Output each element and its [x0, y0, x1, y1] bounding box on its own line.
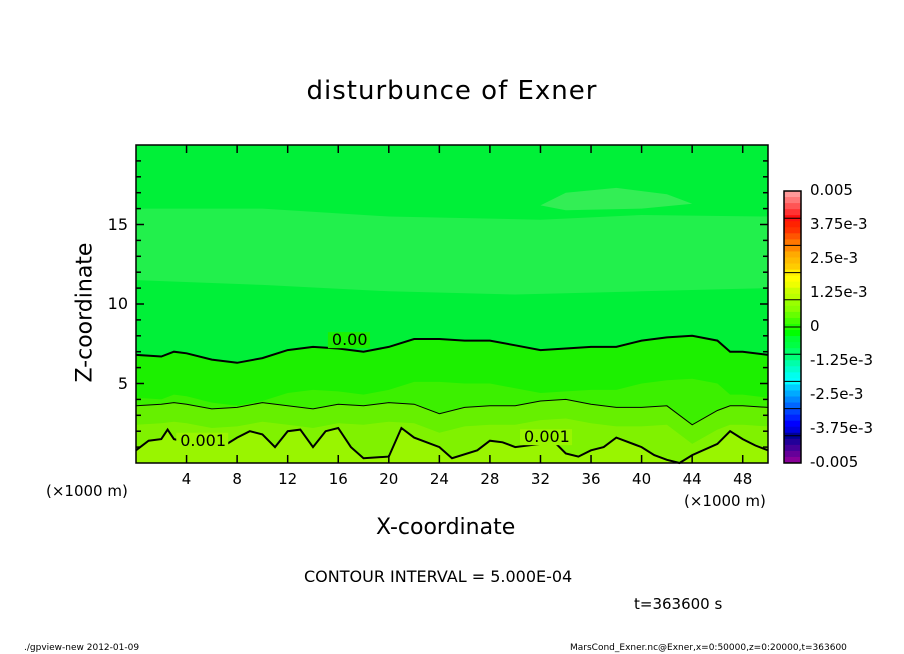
colorbar-swatch: [784, 233, 801, 240]
colorbar-swatch: [784, 197, 801, 204]
chart-title: disturbunce of Exner: [306, 76, 598, 106]
colorbar-swatch: [784, 275, 801, 283]
field-region-weaker: [136, 208, 768, 295]
colorbar-swatch: [784, 251, 801, 258]
colorbar-label: 0.005: [810, 181, 853, 199]
y-unit-label: (×1000 m): [46, 482, 128, 500]
colorbar-swatch: [784, 348, 801, 355]
colorbar-swatch: [784, 450, 801, 458]
contour-label-bg: [176, 432, 229, 449]
colorbar-swatch: [784, 384, 801, 391]
colorbar-swatch: [784, 372, 801, 379]
x-tick-label: 12: [278, 470, 298, 488]
colorbar-swatch: [784, 414, 801, 422]
colorbar-swatch: [784, 408, 801, 416]
colorbar-swatch: [784, 390, 801, 398]
colorbar-frame: [783, 190, 802, 464]
colorbar-swatch: [784, 336, 801, 343]
x-tick-label: 4: [181, 470, 192, 488]
colorbar-swatch: [784, 221, 801, 228]
colorbar-swatch: [784, 287, 801, 295]
contour-label-bg: [327, 332, 370, 349]
colorbar-swatch: [784, 257, 801, 265]
colorbar-label: -3.75e-3: [810, 419, 873, 437]
colorbar-label: -0.005: [810, 453, 859, 471]
contour-label-bg: [520, 429, 573, 446]
colorbar-swatch: [784, 191, 801, 198]
footer-right: MarsCond_Exner.nc@Exner,x=0:50000,z=0:20…: [570, 643, 847, 653]
contour-label: 0.001: [180, 430, 227, 450]
colorbar-swatch: [784, 281, 801, 289]
colorbar-swatch: [784, 438, 801, 446]
contour-label: 0.00: [331, 330, 368, 350]
colorbar-swatch: [784, 330, 801, 337]
contour-label: 0.001: [524, 427, 570, 447]
colorbar-swatch: [784, 209, 801, 216]
colorbar-swatch: [784, 402, 801, 410]
x-tick-label: 36: [581, 470, 601, 488]
contour-line-0: [135, 334, 769, 364]
x-tick-label: 32: [530, 470, 551, 488]
colorbar-swatch: [784, 456, 801, 464]
colorbar-swatch: [784, 354, 801, 361]
x-tick-label: 16: [328, 470, 348, 488]
colorbar-swatch: [784, 317, 801, 325]
colorbar-swatch: [784, 227, 801, 234]
y-tick-label: 15: [107, 214, 128, 234]
footer-left: ./gpview-new 2012-01-09: [24, 643, 140, 653]
colorbar-swatch: [784, 366, 801, 373]
field-region-weakest: [540, 187, 693, 211]
colorbar-swatch: [784, 444, 801, 452]
colorbar-swatch: [784, 245, 801, 252]
x-tick-label: 44: [682, 470, 702, 488]
colorbar-swatch: [784, 360, 801, 367]
x-tick-label: 24: [429, 470, 449, 488]
y-tick-label: 10: [107, 294, 128, 313]
y-axis-label: Z-coordinate: [72, 242, 98, 383]
colorbar-swatch: [784, 342, 801, 349]
x-unit-label: (×1000 m): [684, 492, 766, 510]
colorbar-swatch: [784, 311, 801, 319]
colorbar-swatch: [784, 396, 801, 404]
x-axis-label: X-coordinate: [376, 515, 516, 540]
colorbar-swatch: [784, 426, 801, 434]
time-label: t=363600 s: [634, 595, 723, 613]
x-tick-label: 48: [733, 470, 753, 488]
colorbar-swatch: [784, 305, 801, 313]
colorbar-label: 2.5e-3: [810, 249, 859, 267]
colorbar-swatch: [784, 203, 801, 210]
x-tick-label: 28: [480, 470, 500, 488]
x-tick-label: 20: [379, 470, 399, 488]
colorbar-swatch: [784, 263, 801, 271]
colorbar-swatch: [784, 293, 801, 301]
contour-interval: CONTOUR INTERVAL = 5.000E-04: [304, 567, 573, 586]
contour-line-1e-3: [135, 426, 769, 465]
field-band-above-1e-3: [136, 428, 768, 463]
x-tick-label: 8: [232, 470, 242, 488]
colorbar-label: 0: [810, 317, 820, 335]
colorbar-label: -2.5e-3: [810, 385, 864, 403]
colorbar-swatch: [784, 239, 801, 246]
x-tick-label: 40: [632, 470, 652, 488]
colorbar-swatch: [784, 420, 801, 428]
contour-line-5e-4: [135, 398, 769, 426]
colorbar-swatch: [784, 299, 801, 307]
colorbar-label: 3.75e-3: [810, 215, 868, 233]
colorbar-label: -1.25e-3: [810, 351, 873, 369]
colorbar-label: 1.25e-3: [810, 283, 868, 301]
y-tick-label: 5: [117, 373, 128, 393]
